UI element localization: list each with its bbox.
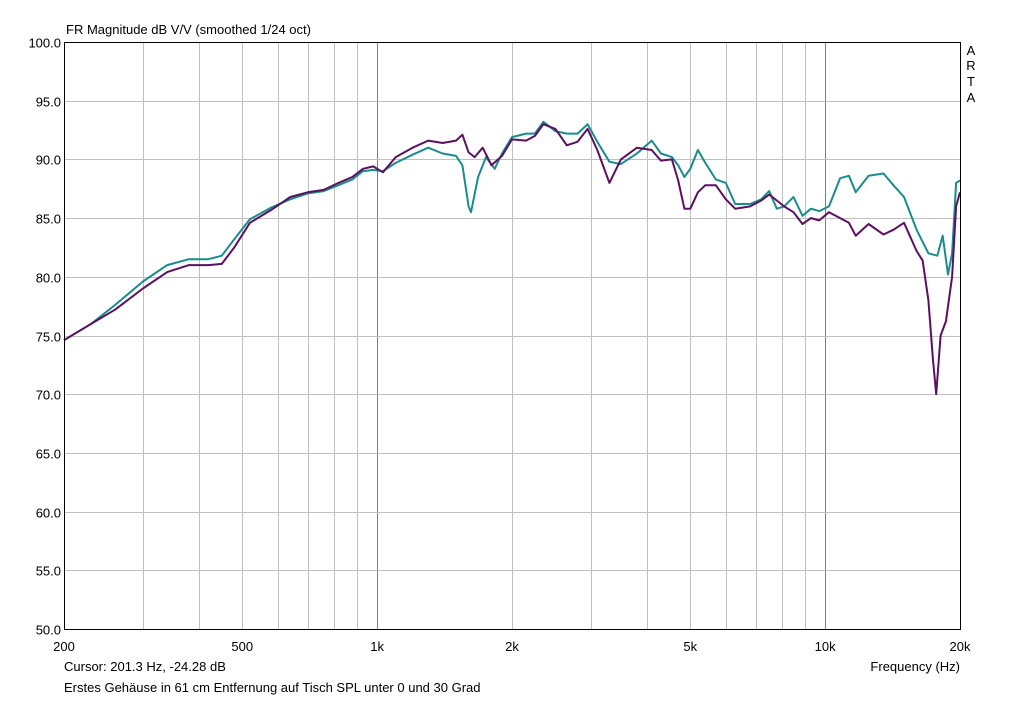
x-tick-label: 5k: [683, 639, 697, 654]
y-tick-label: 60.0: [36, 506, 61, 521]
brand-letter: A: [966, 43, 976, 58]
y-tick-label: 90.0: [36, 153, 61, 168]
x-tick-label: 200: [53, 639, 75, 654]
x-axis-label: Frequency (Hz): [870, 659, 960, 674]
y-tick-label: 70.0: [36, 388, 61, 403]
cursor-readout: Cursor: 201.3 Hz, -24.28 dB: [64, 659, 226, 674]
chart-caption: Erstes Gehäuse in 61 cm Entfernung auf T…: [64, 680, 481, 695]
plot-frame: [64, 42, 961, 630]
y-tick-label: 75.0: [36, 330, 61, 345]
chart-title: FR Magnitude dB V/V (smoothed 1/24 oct): [66, 22, 311, 37]
y-tick-label: 50.0: [36, 623, 61, 638]
y-tick-label: 85.0: [36, 212, 61, 227]
series-lines: [63, 120, 961, 396]
brand-letter: T: [967, 74, 975, 89]
y-tick-label: 95.0: [36, 95, 61, 110]
series-line-purple: [63, 123, 961, 396]
brand-letter: R: [966, 58, 976, 73]
y-tick-label: 65.0: [36, 447, 61, 462]
grid: [64, 42, 960, 629]
brand-letter: A: [966, 90, 976, 105]
x-tick-label: 10k: [815, 639, 836, 654]
y-tick-label: 100.0: [28, 36, 61, 51]
y-tick-label: 80.0: [36, 271, 61, 286]
tick-labels: 100.0 95.0 90.0 85.0 80.0 75.0 70.0 65.0 60.0 55.…: [28, 36, 971, 655]
x-tick-label: 500: [231, 639, 253, 654]
y-tick-label: 55.0: [36, 564, 61, 579]
series-line-teal: [63, 120, 961, 342]
x-tick-label: 2k: [505, 639, 519, 654]
x-tick-label: 20k: [950, 639, 971, 654]
x-tick-label: 1k: [370, 639, 384, 654]
